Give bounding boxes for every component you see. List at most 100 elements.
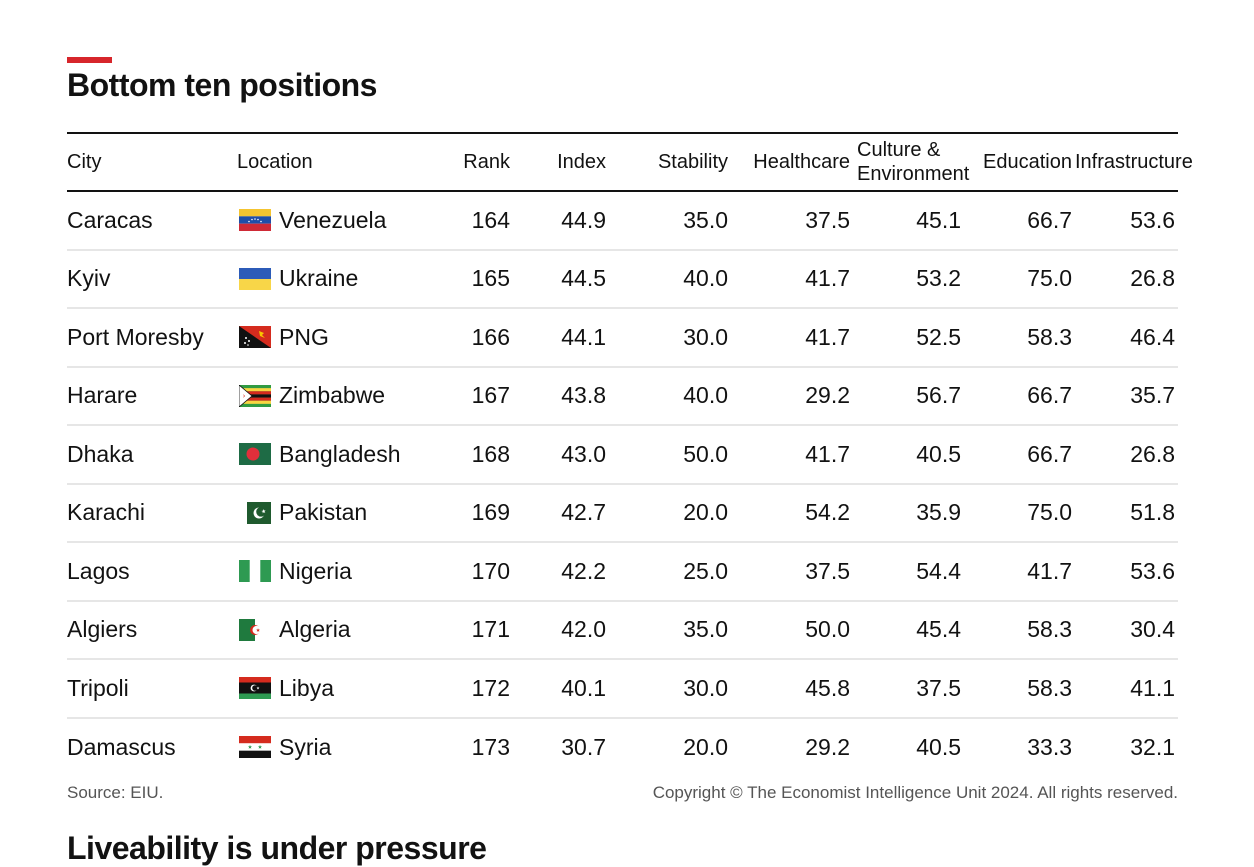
cell-rank: 172 <box>427 659 513 719</box>
cell-healthcare: 41.7 <box>731 249 853 309</box>
cell-infrastructure: 53.6 <box>1075 191 1178 251</box>
cell-rank: 164 <box>427 191 513 251</box>
cell-infrastructure: 26.8 <box>1075 249 1178 309</box>
cell-rank: 169 <box>427 483 513 543</box>
header-stability: Stability <box>609 132 731 192</box>
cell-stability: 30.0 <box>609 659 731 719</box>
cell-infrastructure: 46.4 <box>1075 308 1178 368</box>
header-city: City <box>67 132 237 192</box>
cell-infrastructure: 32.1 <box>1130 733 1175 760</box>
table-row: Lagos Nigeria 170 42.2 25.0 37.5 54.4 41.7 53.6 <box>67 542 1178 602</box>
table-row: Harare Zimbabwe 167 43.8 40.0 29.2 56.7 66.7 35.… <box>67 366 1178 426</box>
cell-culture: 56.7 <box>853 366 964 426</box>
table-row: Algiers Algeria 171 42.0 35.0 50.0 45.4 58.3 30.… <box>67 600 1178 660</box>
cell-healthcare: 41.7 <box>731 308 853 368</box>
cell-culture: 53.2 <box>853 249 964 309</box>
cell-infrastructure: 35.7 <box>1075 366 1178 426</box>
header-education: Education <box>964 132 1075 192</box>
cell-education: 33.3 <box>1027 733 1072 760</box>
cell-culture: 40.5 <box>853 425 964 485</box>
table-header-row: City Location Rank Index Stability Healt… <box>67 132 1193 192</box>
cell-culture: 54.4 <box>853 542 964 602</box>
cell-location: Pakistan <box>237 483 427 543</box>
cell-education: 41.7 <box>964 542 1075 602</box>
cell-location: Nigeria <box>237 542 427 602</box>
png-flag-icon <box>239 326 271 349</box>
location-name: Pakistan <box>279 499 368 526</box>
location-name: Venezuela <box>279 206 387 233</box>
cell-infrastructure: 26.8 <box>1075 425 1178 485</box>
header-culture-line2: Environment <box>857 163 970 185</box>
cell-culture: 40.5 <box>916 733 961 760</box>
cell-city: Algiers <box>67 600 237 660</box>
header-culture-environment: Culture & Environment <box>853 132 969 192</box>
cell-city: Harare <box>67 366 237 426</box>
cell-city: Dhaka <box>67 425 237 485</box>
cell-education: 75.0 <box>964 483 1075 543</box>
libya-flag-icon <box>239 677 271 700</box>
bottom-ten-table: City Location Rank Index Stability Healt… <box>67 132 1193 777</box>
cell-index: 42.2 <box>513 542 609 602</box>
cell-culture: 37.5 <box>853 659 964 719</box>
cell-city: Karachi <box>67 483 237 543</box>
cell-stability: 30.0 <box>609 308 731 368</box>
location-name: PNG <box>279 323 329 350</box>
cell-education: 58.3 <box>964 308 1075 368</box>
cell-infrastructure: 30.4 <box>1075 600 1178 660</box>
cell-location: Libya <box>237 659 427 719</box>
cell-healthcare: 37.5 <box>731 542 853 602</box>
cell-healthcare: 54.2 <box>731 483 853 543</box>
table-row: Caracas Venezuela 164 44.9 35.0 37.5 45.1 66.7 5… <box>67 191 1178 251</box>
cell-rank: 173 <box>471 733 510 760</box>
cell-education: 58.3 <box>964 600 1075 660</box>
header-culture-line1: Culture & <box>857 139 941 161</box>
title-accent-bar <box>67 57 112 63</box>
cell-stability: 40.0 <box>609 249 731 309</box>
location-name: Bangladesh <box>279 440 401 467</box>
header-rank: Rank <box>427 132 513 192</box>
table-row: Tripoli Libya 172 40.1 30.0 45.8 37.5 58.3 41.1 <box>67 659 1178 719</box>
cell-index: 43.0 <box>513 425 609 485</box>
header-index: Index <box>513 132 609 192</box>
header-location: Location <box>237 132 427 192</box>
location-name: Syria <box>279 733 332 760</box>
next-section-title: Liveability is under pressure <box>67 830 487 866</box>
nigeria-flag-icon <box>239 560 271 583</box>
header-healthcare: Healthcare <box>731 132 853 192</box>
cell-infrastructure: 41.1 <box>1075 659 1178 719</box>
cell-index: 43.8 <box>513 366 609 426</box>
cell-stability: 20.0 <box>683 733 728 760</box>
cell-culture: 45.4 <box>853 600 964 660</box>
cell-index: 44.1 <box>513 308 609 368</box>
cell-location: Syria <box>237 718 427 777</box>
cell-infrastructure: 53.6 <box>1075 542 1178 602</box>
cell-rank: 166 <box>427 308 513 368</box>
copyright-note: Copyright © The Economist Intelligence U… <box>652 783 1178 802</box>
cell-city: Damascus <box>67 733 176 760</box>
location-name: Libya <box>279 674 334 701</box>
zimbabwe-flag-icon <box>239 384 271 407</box>
cell-stability: 50.0 <box>609 425 731 485</box>
table-row: Damascus Syria 173 30.7 20.0 29.2 40.5 33.3 32.1 <box>67 718 1178 777</box>
cell-city: Kyiv <box>67 249 237 309</box>
cell-location: Ukraine <box>237 249 427 309</box>
location-name: Zimbabwe <box>279 382 386 409</box>
algeria-flag-icon <box>239 618 271 641</box>
cell-healthcare: 45.8 <box>731 659 853 719</box>
venezuela-flag-icon <box>239 209 271 232</box>
cell-index: 42.7 <box>513 483 609 543</box>
cell-rank: 165 <box>427 249 513 309</box>
table-row: Dhaka Bangladesh 168 43.0 50.0 41.7 40.5 66.7 26… <box>67 425 1178 485</box>
cell-education: 66.7 <box>964 191 1075 251</box>
cell-city: Tripoli <box>67 659 237 719</box>
location-name: Nigeria <box>279 557 352 584</box>
cell-healthcare: 41.7 <box>731 425 853 485</box>
cell-city: Caracas <box>67 191 237 251</box>
table-row: Port Moresby PNG 166 44.1 30.0 41.7 52.5 58.3 46… <box>67 308 1178 368</box>
ukraine-flag-icon <box>239 267 271 290</box>
cell-stability: 25.0 <box>609 542 731 602</box>
location-name: Algeria <box>279 616 351 643</box>
cell-healthcare: 50.0 <box>731 600 853 660</box>
cell-city: Lagos <box>67 542 237 602</box>
cell-education: 75.0 <box>964 249 1075 309</box>
